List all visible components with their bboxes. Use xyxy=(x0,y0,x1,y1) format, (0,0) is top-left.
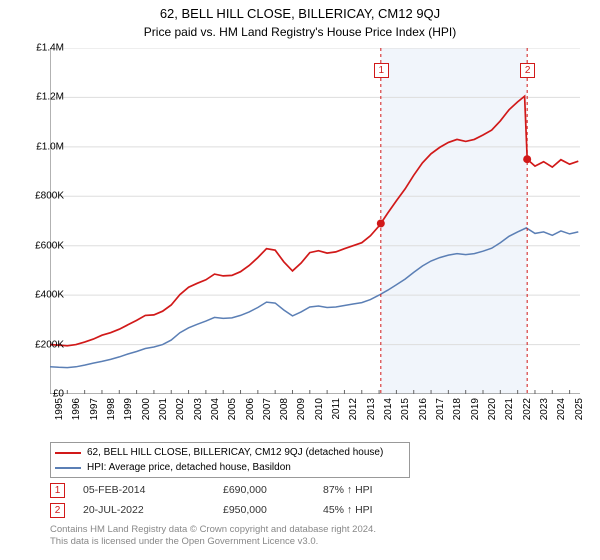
legend: 62, BELL HILL CLOSE, BILLERICAY, CM12 9Q… xyxy=(50,442,410,478)
x-tick-label: 2005 xyxy=(227,398,238,420)
x-tick-label: 2000 xyxy=(141,398,152,420)
x-tick-label: 2020 xyxy=(487,398,498,420)
x-tick-label: 2016 xyxy=(418,398,429,420)
footer-attribution: Contains HM Land Registry data © Crown c… xyxy=(50,524,376,548)
x-tick-label: 2022 xyxy=(522,398,533,420)
x-tick-label: 2004 xyxy=(210,398,221,420)
x-tick-label: 1998 xyxy=(106,398,117,420)
footer-line-1: Contains HM Land Registry data © Crown c… xyxy=(50,524,376,536)
legend-row: HPI: Average price, detached house, Basi… xyxy=(55,460,405,475)
transaction-date: 05-FEB-2014 xyxy=(83,484,223,496)
x-tick-label: 2017 xyxy=(435,398,446,420)
y-tick-label: £200K xyxy=(35,339,64,350)
chart-area xyxy=(50,48,580,394)
x-tick-label: 2007 xyxy=(262,398,273,420)
x-tick-label: 2009 xyxy=(296,398,307,420)
legend-row: 62, BELL HILL CLOSE, BILLERICAY, CM12 9Q… xyxy=(55,445,405,460)
x-tick-label: 2003 xyxy=(193,398,204,420)
sale-marker-badge: 2 xyxy=(520,63,535,78)
x-tick-label: 1995 xyxy=(54,398,65,420)
y-tick-label: £1.0M xyxy=(36,141,64,152)
chart-container: 62, BELL HILL CLOSE, BILLERICAY, CM12 9Q… xyxy=(0,0,600,560)
transaction-date: 20-JUL-2022 xyxy=(83,504,223,516)
chart-subtitle: Price paid vs. HM Land Registry's House … xyxy=(0,21,600,39)
legend-label: HPI: Average price, detached house, Basi… xyxy=(87,462,291,473)
x-tick-label: 2013 xyxy=(366,398,377,420)
x-tick-label: 2025 xyxy=(574,398,585,420)
transaction-hpi: 87% ↑ HPI xyxy=(323,484,433,496)
legend-label: 62, BELL HILL CLOSE, BILLERICAY, CM12 9Q… xyxy=(87,447,383,458)
chart-title: 62, BELL HILL CLOSE, BILLERICAY, CM12 9Q… xyxy=(0,0,600,21)
sale-marker-badge: 1 xyxy=(374,63,389,78)
x-tick-label: 2018 xyxy=(452,398,463,420)
x-tick-label: 2001 xyxy=(158,398,169,420)
x-tick-label: 2011 xyxy=(331,398,342,420)
x-tick-label: 2014 xyxy=(383,398,394,420)
x-tick-label: 2021 xyxy=(504,398,515,420)
transactions-table: 1 05-FEB-2014£690,00087% ↑ HPI 2 20-JUL-202… xyxy=(50,480,433,520)
transaction-badge: 2 xyxy=(50,503,65,518)
legend-swatch xyxy=(55,467,81,469)
transaction-price: £690,000 xyxy=(223,484,323,496)
line-chart xyxy=(50,48,580,394)
transaction-hpi: 45% ↑ HPI xyxy=(323,504,433,516)
x-tick-label: 2006 xyxy=(245,398,256,420)
x-tick-label: 2002 xyxy=(175,398,186,420)
x-tick-label: 2023 xyxy=(539,398,550,420)
x-tick-label: 2008 xyxy=(279,398,290,420)
x-tick-label: 2015 xyxy=(400,398,411,420)
x-tick-label: 2019 xyxy=(470,398,481,420)
x-tick-label: 1999 xyxy=(123,398,134,420)
x-tick-label: 2010 xyxy=(314,398,325,420)
transaction-price: £950,000 xyxy=(223,504,323,516)
footer-line-2: This data is licensed under the Open Gov… xyxy=(50,536,376,548)
transaction-row: 2 20-JUL-2022£950,00045% ↑ HPI xyxy=(50,500,433,520)
transaction-row: 1 05-FEB-2014£690,00087% ↑ HPI xyxy=(50,480,433,500)
x-tick-label: 1996 xyxy=(71,398,82,420)
y-tick-label: £400K xyxy=(35,290,64,301)
x-tick-label: 2024 xyxy=(556,398,567,420)
x-tick-label: 1997 xyxy=(89,398,100,420)
y-tick-label: £600K xyxy=(35,240,64,251)
y-tick-label: £1.2M xyxy=(36,92,64,103)
legend-swatch xyxy=(55,452,81,454)
y-tick-label: £1.4M xyxy=(36,43,64,54)
transaction-badge: 1 xyxy=(50,483,65,498)
x-tick-label: 2012 xyxy=(348,398,359,420)
y-tick-label: £800K xyxy=(35,191,64,202)
